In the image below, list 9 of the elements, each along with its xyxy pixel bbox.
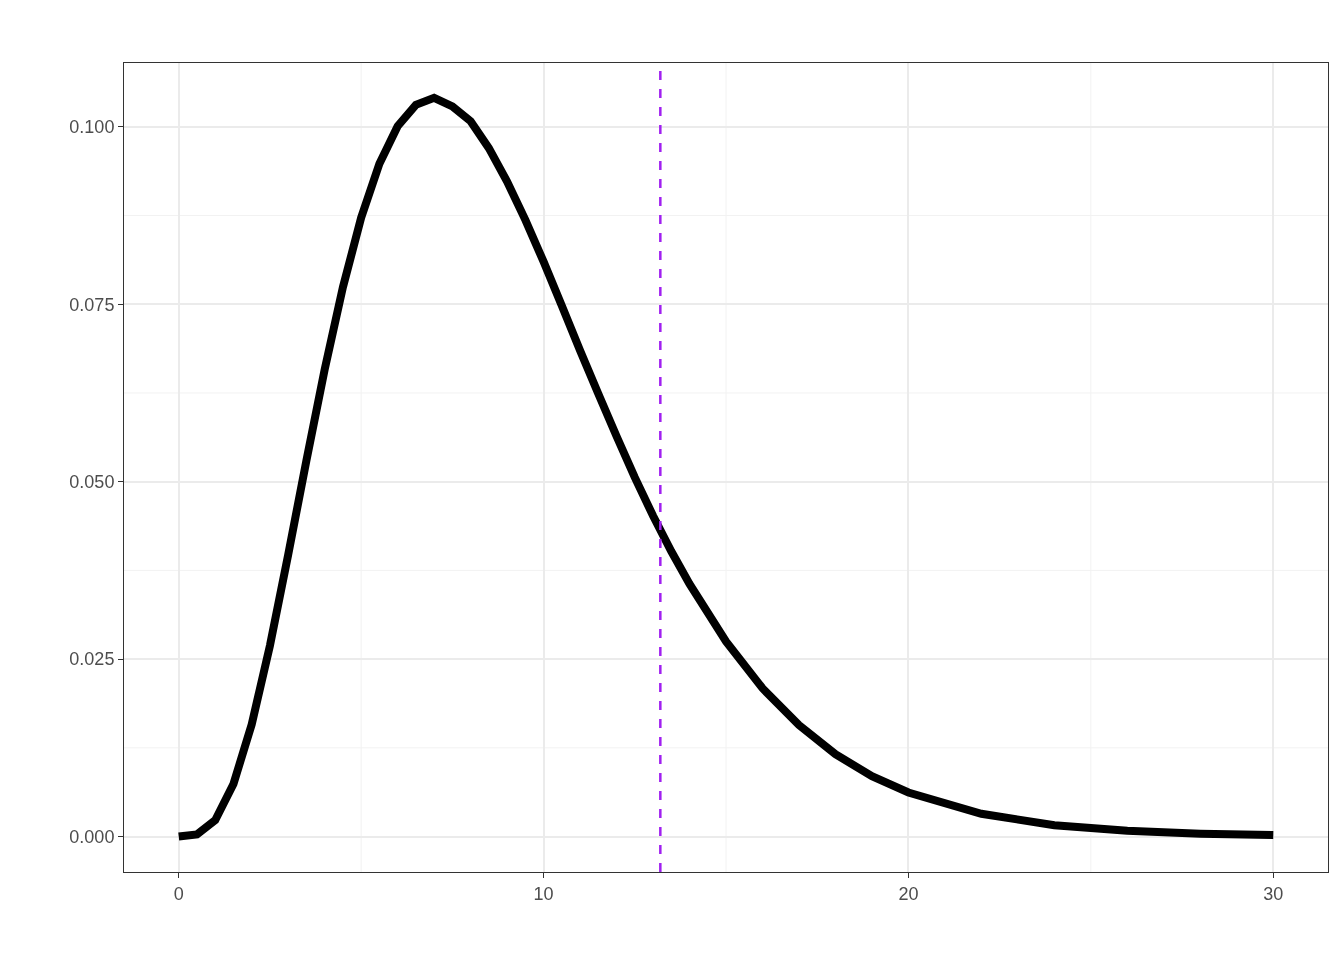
y-tick-label: 0.050 bbox=[69, 471, 115, 492]
x-tick-label: 30 bbox=[1263, 883, 1284, 904]
x-tick-label: 0 bbox=[173, 883, 184, 904]
x-tick-label: 10 bbox=[533, 883, 554, 904]
y-tick-label: 0.025 bbox=[69, 649, 115, 670]
x-tick-label: 20 bbox=[898, 883, 919, 904]
y-tick-label: 0.000 bbox=[69, 826, 115, 847]
y-tick-label: 0.100 bbox=[69, 117, 115, 138]
y-tick-label: 0.075 bbox=[69, 294, 115, 315]
